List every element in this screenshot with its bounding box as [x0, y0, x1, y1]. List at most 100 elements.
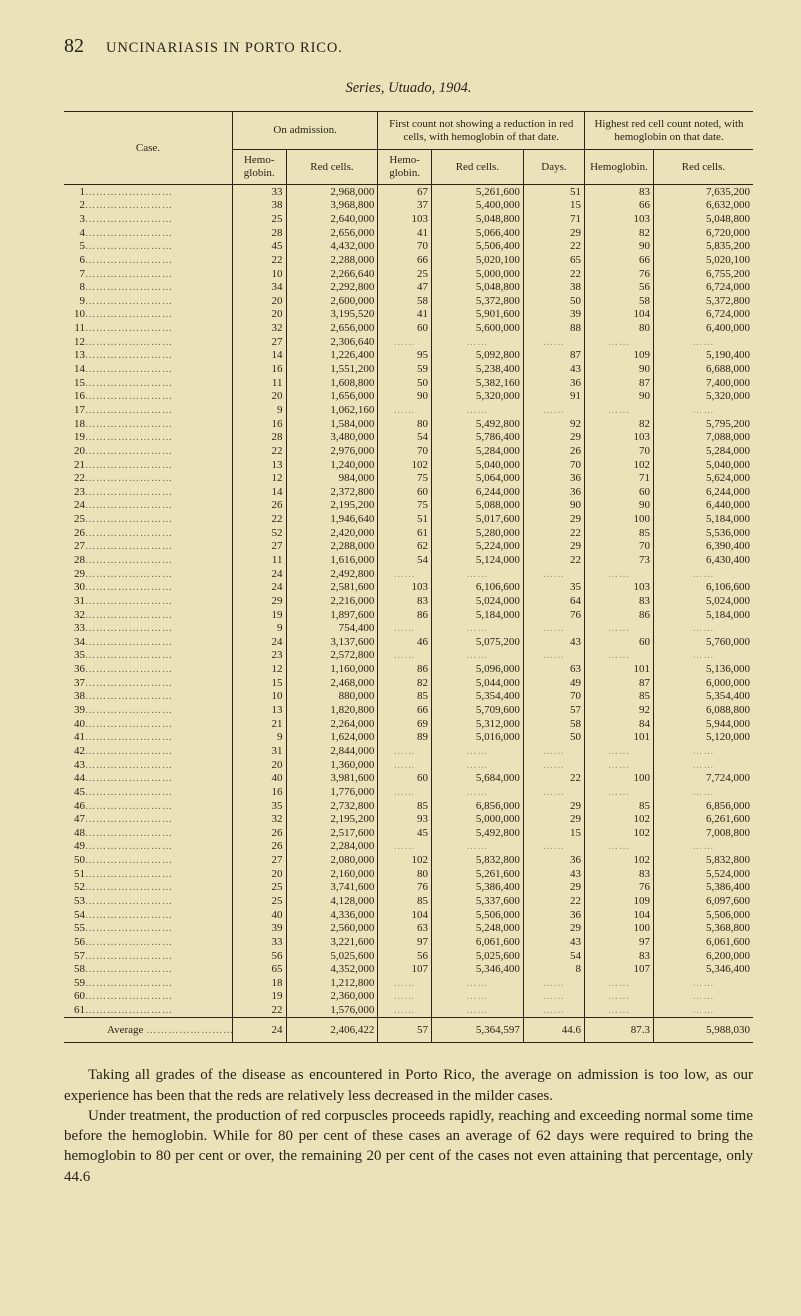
cell-adm-hg: 12	[232, 471, 286, 485]
cell-adm-hg: 19	[232, 989, 286, 1003]
case-leaders: ……………………	[85, 1005, 173, 1016]
cell-hi-rc: ……	[653, 989, 753, 1003]
table-row: 44……………………403,981,600605,684,000221007,7…	[64, 771, 753, 785]
cell-fc-hg: ……	[378, 1003, 432, 1017]
table-row: 51……………………202,160,000805,261,60043835,52…	[64, 867, 753, 881]
footer-label: Average	[67, 1024, 143, 1036]
table-row: 55……………………392,560,000635,248,000291005,3…	[64, 921, 753, 935]
case-number: 55	[67, 922, 85, 935]
case-number: 9	[67, 295, 85, 308]
case-number: 7	[67, 268, 85, 281]
cell-adm-rc: 2,264,000	[286, 717, 378, 731]
page-number: 82	[64, 34, 84, 59]
cell-hi-hg: 84	[585, 717, 654, 731]
cell-fc-rc: 6,106,600	[431, 580, 523, 594]
cell-adm-rc: 880,000	[286, 689, 378, 703]
cell-days: ……	[523, 785, 584, 799]
case-cell: 33……………………	[64, 621, 232, 635]
cell-days: 43	[523, 635, 584, 649]
case-number: 58	[67, 963, 85, 976]
case-number: 28	[67, 554, 85, 567]
cell-fc-rc: ……	[431, 335, 523, 349]
cell-fc-hg: ……	[378, 567, 432, 581]
case-cell: 43……………………	[64, 758, 232, 772]
cell-hi-rc: ……	[653, 648, 753, 662]
cell-fc-rc: 5,016,000	[431, 730, 523, 744]
cell-days: 38	[523, 280, 584, 294]
cell-adm-hg: 23	[232, 648, 286, 662]
cell-hi-hg: 103	[585, 430, 654, 444]
cell-fc-hg: 70	[378, 239, 432, 253]
cell-adm-hg: 22	[232, 512, 286, 526]
cell-fc-hg: 62	[378, 539, 432, 553]
cell-hi-rc: 6,720,000	[653, 226, 753, 240]
case-number: 36	[67, 663, 85, 676]
table-caption: Series, Utuado, 1904.	[64, 79, 753, 97]
cell-adm-hg: 27	[232, 335, 286, 349]
table-row: 40……………………212,264,000695,312,00058845,94…	[64, 717, 753, 731]
cell-adm-hg: 12	[232, 662, 286, 676]
cell-adm-rc: 1,776,000	[286, 785, 378, 799]
cell-fc-hg: ……	[378, 785, 432, 799]
case-number: 50	[67, 854, 85, 867]
cell-adm-rc: 2,360,000	[286, 989, 378, 1003]
cell-fc-rc: 5,492,800	[431, 826, 523, 840]
cell-days: ……	[523, 744, 584, 758]
case-number: 29	[67, 568, 85, 581]
case-leaders: ……………………	[85, 282, 173, 293]
table-row: 2……………………383,968,800375,400,00015666,632…	[64, 198, 753, 212]
cell-hi-rc: 6,724,000	[653, 307, 753, 321]
table-row: 43……………………201,360,000…………………………	[64, 758, 753, 772]
cell-hi-hg: ……	[585, 785, 654, 799]
case-leaders: ……………………	[85, 378, 173, 389]
cell-hi-hg: 85	[585, 689, 654, 703]
cell-hi-rc: 7,724,000	[653, 771, 753, 785]
cell-fc-rc: ……	[431, 567, 523, 581]
cell-days: ……	[523, 976, 584, 990]
cell-adm-rc: 2,968,000	[286, 184, 378, 198]
cell-fc-rc: 5,261,600	[431, 867, 523, 881]
cell-fc-hg: ……	[378, 758, 432, 772]
case-cell: 38……………………	[64, 689, 232, 703]
cell-hi-hg: 107	[585, 962, 654, 976]
cell-adm-rc: 2,195,200	[286, 812, 378, 826]
cell-days: 58	[523, 717, 584, 731]
table-row: 9……………………202,600,000585,372,80050585,372…	[64, 294, 753, 308]
cell-adm-rc: 2,976,000	[286, 444, 378, 458]
case-number: 48	[67, 827, 85, 840]
cell-days: 49	[523, 676, 584, 690]
case-cell: 22……………………	[64, 471, 232, 485]
cell-adm-hg: 10	[232, 267, 286, 281]
case-leaders: ……………………	[85, 732, 173, 743]
cell-fc-hg: ……	[378, 403, 432, 417]
cell-hi-rc: 5,184,000	[653, 608, 753, 622]
cell-adm-rc: 1,551,200	[286, 362, 378, 376]
case-cell: 60……………………	[64, 989, 232, 1003]
cell-fc-rc: 5,184,000	[431, 608, 523, 622]
cell-hi-rc: 5,136,000	[653, 662, 753, 676]
table-row: 59……………………181,212,800…………………………	[64, 976, 753, 990]
cell-days: ……	[523, 335, 584, 349]
cell-adm-hg: 13	[232, 703, 286, 717]
cell-adm-rc: 3,137,600	[286, 635, 378, 649]
cell-adm-rc: 2,306,640	[286, 335, 378, 349]
table-row: 11……………………322,656,000605,600,00088806,40…	[64, 321, 753, 335]
case-leaders: ……………………	[85, 241, 173, 252]
cell-adm-rc: 1,360,000	[286, 758, 378, 772]
cell-hi-hg: 87	[585, 676, 654, 690]
cell-fc-hg: 102	[378, 853, 432, 867]
case-cell: 39……………………	[64, 703, 232, 717]
cell-hi-rc: 5,624,000	[653, 471, 753, 485]
cell-fc-rc: 5,372,800	[431, 294, 523, 308]
case-number: 13	[67, 349, 85, 362]
cell-fc-hg: 67	[378, 184, 432, 198]
cell-hi-hg: 58	[585, 294, 654, 308]
case-leaders: ……………………	[85, 419, 173, 430]
case-cell: 30……………………	[64, 580, 232, 594]
case-number: 45	[67, 786, 85, 799]
cell-adm-hg: 11	[232, 376, 286, 390]
cell-hi-rc: 6,000,000	[653, 676, 753, 690]
cell-days: ……	[523, 989, 584, 1003]
cell-hi-hg: 102	[585, 812, 654, 826]
cell-hi-rc: ……	[653, 758, 753, 772]
